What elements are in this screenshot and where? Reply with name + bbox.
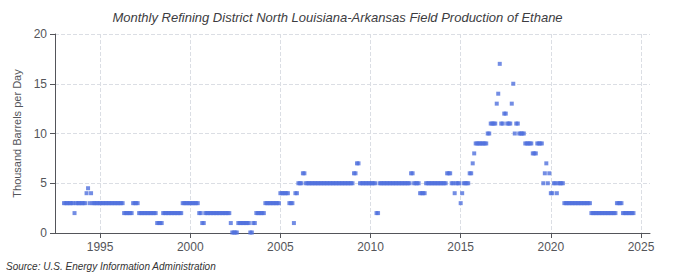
svg-text:2000: 2000 <box>177 240 204 254</box>
svg-text:20: 20 <box>34 27 48 41</box>
svg-text:2020: 2020 <box>537 240 564 254</box>
svg-text:1995: 1995 <box>87 240 114 254</box>
svg-text:15: 15 <box>34 77 48 91</box>
svg-text:5: 5 <box>40 176 47 190</box>
svg-text:Source: U.S. Energy Informatio: Source: U.S. Energy Information Administ… <box>6 261 216 272</box>
svg-text:0: 0 <box>40 226 47 240</box>
svg-text:2015: 2015 <box>447 240 474 254</box>
svg-text:2010: 2010 <box>357 240 384 254</box>
svg-text:Thousand Barrels per Day: Thousand Barrels per Day <box>11 69 23 198</box>
svg-text:Monthly Refining District Nort: Monthly Refining District North Louisian… <box>112 10 562 25</box>
svg-text:2005: 2005 <box>267 240 294 254</box>
svg-text:10: 10 <box>34 127 48 141</box>
svg-text:2025: 2025 <box>628 240 655 254</box>
